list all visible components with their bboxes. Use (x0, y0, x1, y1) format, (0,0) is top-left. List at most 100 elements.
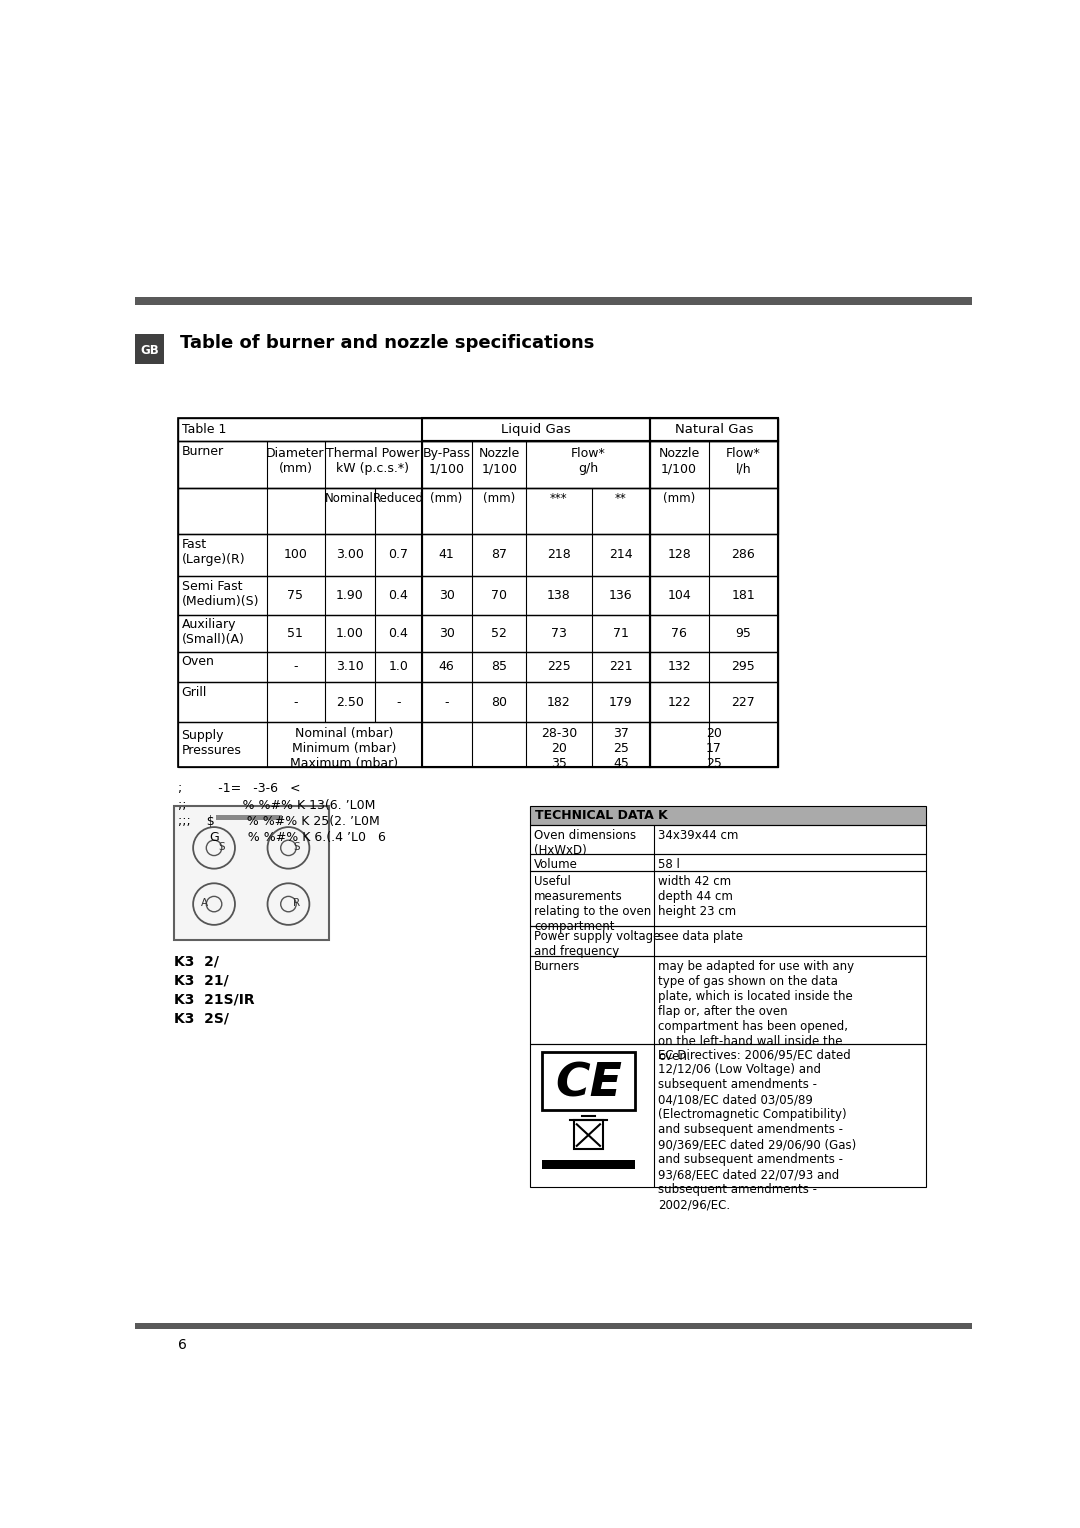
Text: 221: 221 (609, 660, 633, 674)
Bar (650, 442, 779, 767)
Text: 3.00: 3.00 (336, 549, 364, 561)
Text: 1.0: 1.0 (389, 660, 408, 674)
Text: S: S (218, 842, 225, 851)
Text: 225: 225 (548, 660, 571, 674)
Text: K3  21/: K3 21/ (174, 973, 229, 987)
Text: 58 l: 58 l (658, 857, 680, 871)
Text: 104: 104 (667, 588, 691, 602)
Text: Nominal: Nominal (325, 492, 374, 506)
Bar (177, 723, 779, 767)
Text: 20
17
25: 20 17 25 (706, 727, 721, 770)
Text: 71: 71 (613, 626, 629, 640)
Bar (573, 1120, 603, 1149)
Text: TECHNICAL DATA K: TECHNICAL DATA K (535, 810, 667, 822)
Text: Supply
Pressures: Supply Pressures (181, 729, 241, 756)
Text: see data plate: see data plate (658, 931, 743, 943)
Text: (mm): (mm) (483, 492, 515, 506)
Bar (530, 805, 926, 825)
Text: 227: 227 (731, 695, 755, 709)
Text: 286: 286 (731, 549, 755, 561)
Text: G       % %#% K 6.(.4 ’L0   6: G % %#% K 6.(.4 ’L0 6 (177, 831, 386, 843)
Text: 34x39x44 cm: 34x39x44 cm (658, 828, 739, 842)
Text: 37
25
45: 37 25 45 (613, 727, 629, 770)
Text: 52: 52 (491, 626, 508, 640)
Text: 85: 85 (491, 660, 508, 674)
Text: Power supply voltage
and frequency: Power supply voltage and frequency (535, 931, 661, 958)
Text: Oven: Oven (181, 656, 214, 668)
Text: Volume: Volume (535, 857, 578, 871)
Bar (530, 955, 926, 1044)
Bar (174, 805, 328, 940)
Text: 138: 138 (548, 588, 571, 602)
Text: -: - (293, 660, 298, 674)
Text: 128: 128 (667, 549, 691, 561)
Text: 41: 41 (438, 549, 455, 561)
Text: 30: 30 (438, 626, 455, 640)
Bar (530, 854, 926, 871)
Text: 0.7: 0.7 (389, 549, 408, 561)
Text: ***: *** (550, 492, 568, 506)
Bar (177, 683, 779, 723)
Bar (177, 442, 779, 487)
Text: GB: GB (140, 344, 159, 358)
Bar (135, 298, 972, 306)
Text: 1.00: 1.00 (336, 626, 364, 640)
Text: 46: 46 (438, 660, 455, 674)
Text: S: S (293, 842, 299, 851)
Text: Flow*
g/h: Flow* g/h (571, 448, 606, 475)
Text: Flow*
l/h: Flow* l/h (726, 448, 760, 475)
Text: 76: 76 (671, 626, 687, 640)
Text: 122: 122 (667, 695, 691, 709)
Bar (177, 419, 779, 767)
Bar (530, 926, 926, 955)
Text: Auxiliary
(Small)(A): Auxiliary (Small)(A) (181, 619, 244, 646)
Text: 214: 214 (609, 549, 633, 561)
Text: 2.50: 2.50 (336, 695, 364, 709)
Text: (mm): (mm) (663, 492, 696, 506)
Bar (216, 814, 282, 821)
Bar (422, 442, 650, 767)
Text: 179: 179 (609, 695, 633, 709)
Text: may be adapted for use with any
type of gas shown on the data
plate, which is lo: may be adapted for use with any type of … (658, 960, 854, 1062)
Text: Burners: Burners (535, 960, 580, 972)
Bar (135, 1323, 972, 1329)
Text: By-Pass
1/100: By-Pass 1/100 (422, 448, 471, 475)
Bar (530, 871, 926, 926)
Text: 95: 95 (735, 626, 752, 640)
Text: 0.4: 0.4 (389, 588, 408, 602)
Text: 0.4: 0.4 (389, 626, 408, 640)
Text: Liquid Gas: Liquid Gas (501, 423, 570, 435)
Text: 6: 6 (177, 1339, 187, 1352)
Text: 295: 295 (731, 660, 755, 674)
Bar (177, 651, 779, 683)
Bar (650, 419, 779, 442)
Text: CE: CE (555, 1062, 622, 1106)
Text: 218: 218 (548, 549, 571, 561)
Text: 87: 87 (491, 549, 508, 561)
Text: -: - (444, 695, 449, 709)
Bar (422, 419, 650, 442)
Text: 70: 70 (491, 588, 508, 602)
Text: Useful
measurements
relating to the oven
compartment: Useful measurements relating to the oven… (535, 876, 651, 932)
Text: -: - (293, 695, 298, 709)
Text: ;;              % %#% K 13(6. ’L0M: ;; % %#% K 13(6. ’L0M (177, 799, 375, 811)
Text: Nozzle
1/100: Nozzle 1/100 (659, 448, 700, 475)
Text: Natural Gas: Natural Gas (675, 423, 753, 435)
Text: 182: 182 (548, 695, 571, 709)
Bar (177, 576, 779, 614)
Text: 100: 100 (283, 549, 308, 561)
Text: A: A (201, 898, 208, 908)
Text: 75: 75 (287, 588, 303, 602)
Text: R: R (293, 898, 300, 908)
Text: 51: 51 (287, 626, 303, 640)
Text: 1.90: 1.90 (336, 588, 364, 602)
Text: **: ** (615, 492, 626, 506)
Text: 28-30
20
35: 28-30 20 35 (541, 727, 577, 770)
Text: 136: 136 (609, 588, 633, 602)
Text: (mm): (mm) (431, 492, 462, 506)
Text: -: - (396, 695, 401, 709)
Text: Reduced: Reduced (373, 492, 424, 506)
Text: 30: 30 (438, 588, 455, 602)
Bar (177, 614, 779, 651)
Text: Diameter
(mm): Diameter (mm) (266, 448, 325, 475)
